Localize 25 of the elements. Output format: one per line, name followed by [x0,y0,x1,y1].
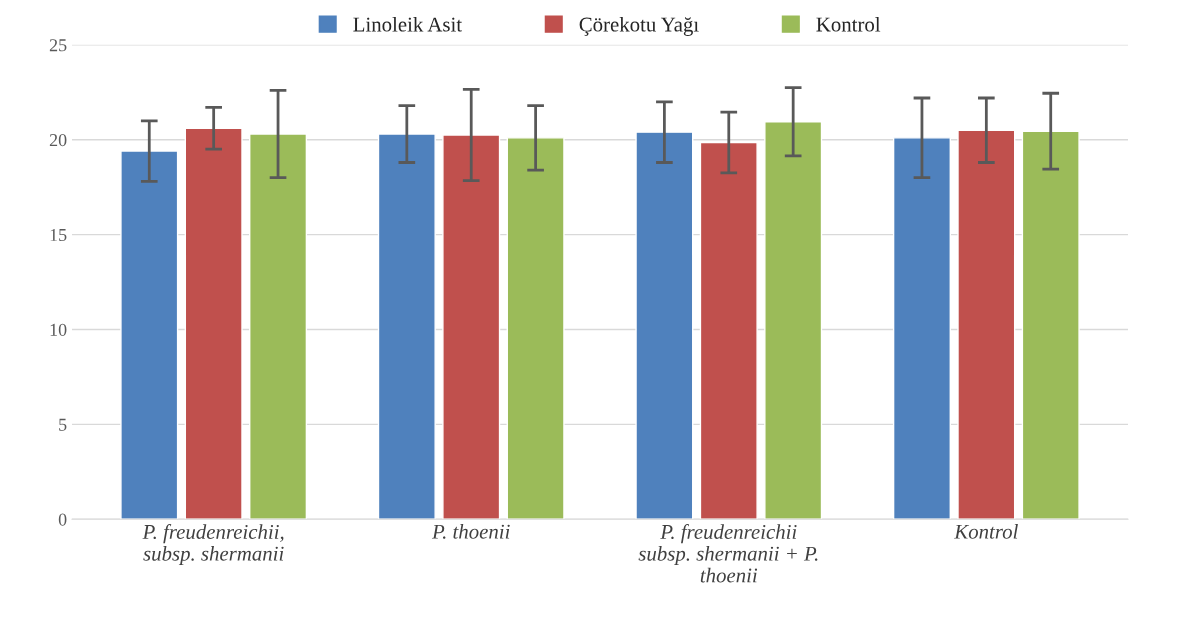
legend-label: Kontrol [816,16,881,32]
bar [506,137,565,520]
bar [635,131,694,520]
y-tick-label: 25 [49,39,67,52]
x-tick-label: P. thoenii [431,524,510,539]
bar [249,133,308,520]
legend-label: Linoleik Asit [353,16,462,32]
y-tick-label: 20 [49,134,67,147]
bar [184,127,243,520]
x-tick-label: P. freudenreichii subsp. shermanii + P. thoenii [638,524,818,583]
bar [442,134,501,520]
bar [1021,130,1080,520]
bar [699,141,758,520]
y-tick-label: 15 [50,228,67,242]
x-tick-label: P. freudenreichii, subsp. shermanii [142,524,284,565]
y-tick-label: 10 [50,323,67,336]
y-tick-label: 5 [59,418,67,431]
bar [892,137,951,520]
x-tick-label: Kontrol [954,524,1018,539]
bar [377,133,436,520]
bar [120,150,179,520]
legend-label: Çörekotu Yağı [579,16,699,36]
bar [764,121,823,520]
y-tick-label: 0 [58,513,67,526]
bar [957,129,1016,520]
